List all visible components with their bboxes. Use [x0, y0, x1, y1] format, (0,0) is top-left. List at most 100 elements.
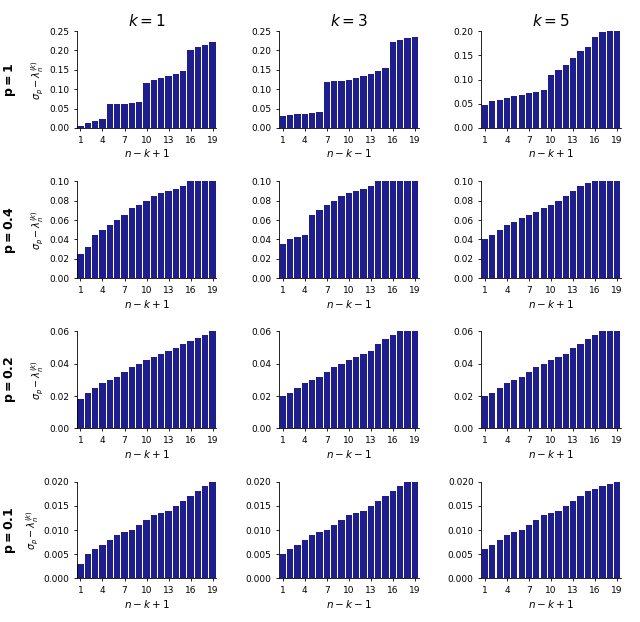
Bar	[158, 354, 164, 429]
Bar	[541, 364, 547, 429]
Text: $\mathbf{p=1}$: $\mathbf{p=1}$	[2, 62, 18, 96]
Bar	[339, 364, 344, 429]
Bar	[592, 335, 598, 429]
Bar	[114, 535, 120, 578]
Bar	[158, 78, 164, 128]
Bar	[382, 177, 388, 278]
Bar	[482, 104, 488, 128]
X-axis label: $n-k-1$: $n-k-1$	[326, 147, 372, 159]
Bar	[309, 215, 316, 278]
Bar	[404, 328, 411, 429]
Bar	[518, 530, 525, 578]
Bar	[136, 101, 142, 128]
Bar	[195, 47, 201, 128]
Bar	[585, 340, 591, 429]
Bar	[180, 345, 186, 429]
Bar	[353, 78, 359, 128]
Bar	[526, 525, 532, 578]
Bar	[497, 540, 503, 578]
Y-axis label: $\sigma_p - \lambda_n^{(k)}$: $\sigma_p - \lambda_n^{(k)}$	[29, 60, 46, 100]
Bar	[280, 554, 286, 578]
Bar	[412, 323, 418, 429]
Bar	[77, 254, 84, 278]
Bar	[173, 348, 179, 429]
Bar	[114, 377, 120, 429]
Bar	[84, 247, 91, 278]
Bar	[309, 113, 316, 128]
Y-axis label: $\sigma_p - \lambda_n^{(k)}$: $\sigma_p - \lambda_n^{(k)}$	[24, 510, 40, 550]
Bar	[173, 74, 179, 128]
Bar	[533, 521, 540, 578]
Bar	[107, 104, 113, 128]
Bar	[339, 196, 344, 278]
Bar	[360, 76, 367, 128]
Bar	[114, 220, 120, 278]
Bar	[397, 486, 403, 578]
Bar	[92, 121, 99, 128]
Bar	[375, 345, 381, 429]
Bar	[360, 354, 367, 429]
Bar	[504, 383, 510, 429]
Bar	[511, 96, 518, 128]
Bar	[92, 388, 99, 429]
Bar	[533, 212, 540, 278]
Bar	[188, 181, 194, 278]
Bar	[331, 525, 337, 578]
X-axis label: $n-k+1$: $n-k+1$	[124, 297, 170, 310]
Bar	[209, 42, 216, 128]
Bar	[489, 392, 495, 429]
Bar	[511, 532, 518, 578]
Bar	[404, 481, 411, 578]
Bar	[136, 364, 142, 429]
Bar	[143, 521, 150, 578]
Bar	[77, 399, 84, 429]
Bar	[548, 205, 554, 278]
Bar	[412, 37, 418, 128]
Bar	[166, 511, 172, 578]
Title: $k = 1$: $k = 1$	[127, 12, 166, 29]
Bar	[541, 90, 547, 128]
Bar	[188, 496, 194, 578]
Bar	[287, 239, 293, 278]
Bar	[353, 513, 359, 578]
Bar	[577, 345, 584, 429]
Bar	[390, 335, 396, 429]
Bar	[592, 489, 598, 578]
Bar	[360, 511, 367, 578]
Bar	[533, 367, 540, 429]
Bar	[563, 506, 569, 578]
Bar	[570, 348, 576, 429]
Bar	[368, 506, 374, 578]
Bar	[541, 516, 547, 578]
Bar	[339, 81, 344, 128]
Bar	[397, 332, 403, 429]
Bar	[390, 42, 396, 128]
Bar	[151, 516, 157, 578]
Bar	[585, 491, 591, 578]
Bar	[412, 157, 418, 278]
Bar	[382, 340, 388, 429]
X-axis label: $n-k+1$: $n-k+1$	[528, 598, 574, 610]
Bar	[368, 351, 374, 429]
Bar	[309, 535, 316, 578]
Bar	[99, 383, 106, 429]
X-axis label: $n-k-1$: $n-k-1$	[326, 598, 372, 610]
Bar	[84, 554, 91, 578]
Bar	[143, 361, 150, 429]
Bar	[107, 380, 113, 429]
X-axis label: $n-k+1$: $n-k+1$	[528, 147, 574, 159]
Bar	[129, 367, 135, 429]
Bar	[166, 351, 172, 429]
X-axis label: $n-k-1$: $n-k-1$	[326, 448, 372, 460]
Bar	[511, 222, 518, 278]
Title: $k = 3$: $k = 3$	[330, 12, 368, 29]
Bar	[563, 354, 569, 429]
Bar	[556, 201, 561, 278]
Bar	[136, 205, 142, 278]
Bar	[188, 50, 194, 128]
Bar	[331, 81, 337, 128]
Bar	[482, 396, 488, 429]
Bar	[129, 103, 135, 128]
Bar	[280, 244, 286, 278]
Bar	[533, 91, 540, 128]
